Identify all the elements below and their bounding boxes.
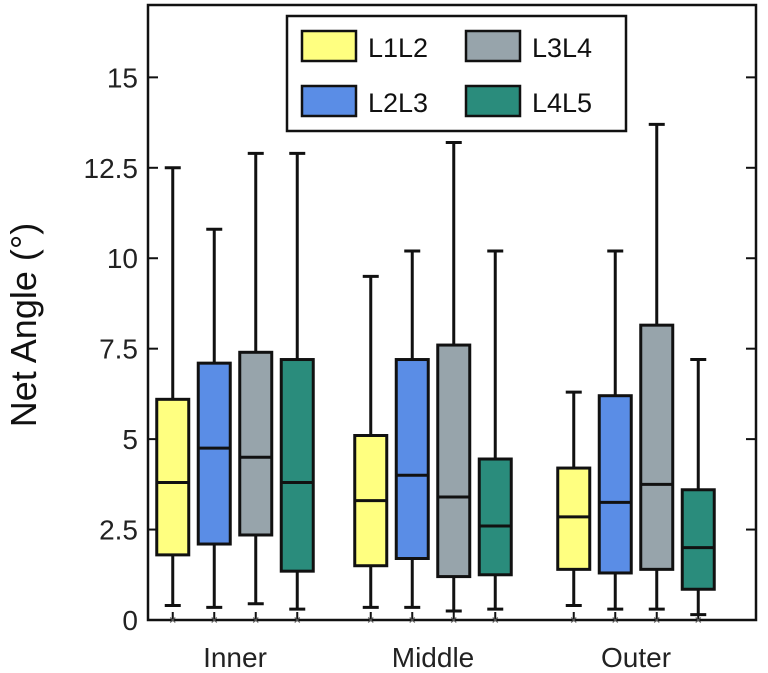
legend-swatch-l2l3 [300, 84, 358, 118]
y-tick-label: 7.5 [99, 334, 138, 365]
legend-swatch-l3l4 [464, 29, 522, 63]
y-tick-label: 12.5 [84, 153, 139, 184]
outlier-marker [570, 617, 577, 623]
x-tick-label: Outer [601, 642, 671, 673]
box-l3l4 [436, 343, 472, 579]
y-tick-label: 5 [122, 424, 138, 455]
outlier-marker [612, 617, 619, 623]
x-axis: Inner Middle Outer [171, 612, 700, 673]
legend-label-l2l3: L2L3 [368, 88, 428, 118]
outlier-marker [169, 617, 176, 623]
legend-swatch-l4l5 [464, 84, 522, 118]
outlier-marker [492, 617, 499, 623]
y-tick-label: 0 [122, 605, 138, 636]
outlier-marker [252, 617, 259, 623]
y-tick-label: 2.5 [99, 515, 138, 546]
box-l4l5 [477, 457, 513, 577]
outlier-marker [294, 617, 301, 623]
plot-area [146, 3, 758, 622]
legend-label-l1l2: L1L2 [368, 33, 428, 63]
box-l4l5 [279, 358, 315, 573]
box-l4l5 [680, 488, 716, 591]
y-axis-title: Net Angle (°) [3, 223, 44, 428]
box-l2l3 [196, 361, 232, 546]
outlier-marker [367, 617, 374, 623]
box-l2l3 [597, 394, 633, 575]
y-axis: 0 2.5 5 7.5 10 12.5 15 [84, 62, 756, 636]
x-tick-label: Middle [392, 642, 474, 673]
outlier-marker [450, 617, 457, 623]
plot-frame [146, 3, 758, 622]
box-l3l4 [238, 350, 274, 537]
box-l1l2 [556, 466, 592, 571]
y-tick-label: 15 [107, 62, 138, 93]
outlier-marker [653, 617, 660, 623]
outlier-marker [211, 617, 218, 623]
legend-label-l3l4: L3L4 [532, 33, 592, 63]
legend: L1L2 L2L3 L3L4 L4L5 [285, 14, 628, 133]
legend-label-l4l5: L4L5 [532, 88, 592, 118]
legend-swatch-l1l2 [300, 29, 358, 63]
outlier-marker [695, 617, 702, 623]
boxes [155, 122, 716, 623]
x-tick-label: Inner [203, 642, 267, 673]
box-l2l3 [394, 358, 430, 560]
box-l3l4 [639, 323, 675, 571]
box-l1l2 [155, 397, 191, 557]
y-tick-label: 10 [107, 243, 138, 274]
outlier-marker [409, 617, 416, 623]
